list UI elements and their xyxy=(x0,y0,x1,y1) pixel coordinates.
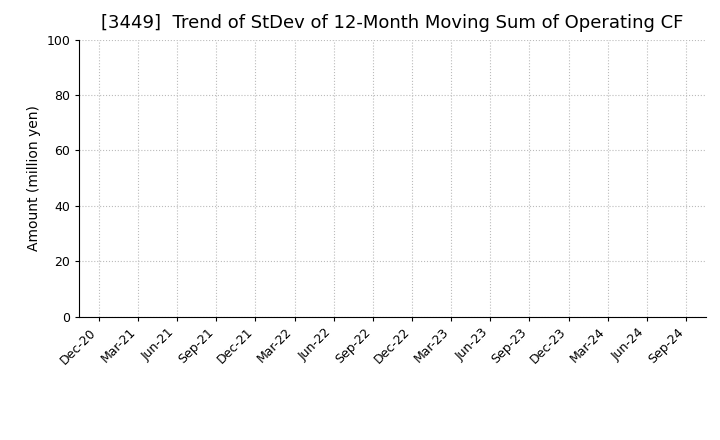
Y-axis label: Amount (million yen): Amount (million yen) xyxy=(27,105,41,251)
Title: [3449]  Trend of StDev of 12-Month Moving Sum of Operating CF: [3449] Trend of StDev of 12-Month Moving… xyxy=(102,15,683,33)
